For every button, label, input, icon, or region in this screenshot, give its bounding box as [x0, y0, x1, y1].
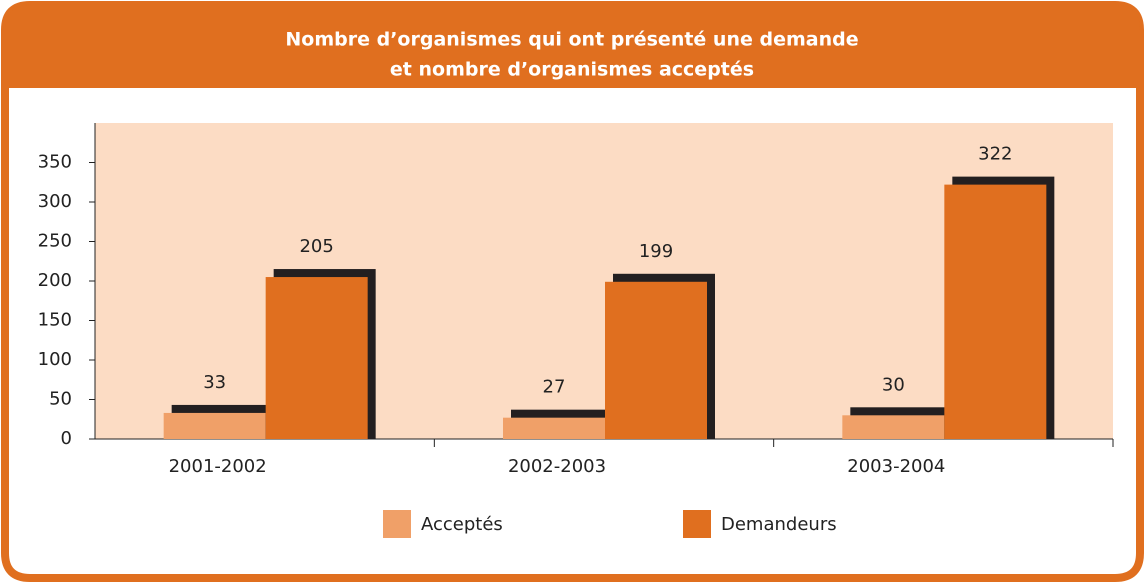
x-tick-label: 2002-2003 [508, 456, 606, 477]
y-tick-label: 150 [38, 310, 72, 331]
y-tick-label: 300 [38, 191, 72, 212]
bar [503, 417, 605, 439]
y-tick-label: 250 [38, 231, 72, 252]
legend-swatch [383, 510, 411, 538]
bar [842, 415, 945, 439]
header [5, 5, 1140, 88]
chart-title: Nombre d’organismes qui ont présenté une… [285, 29, 858, 51]
x-tick-label: 2003-2004 [847, 456, 945, 477]
bar [163, 412, 266, 439]
data-label: 205 [299, 236, 333, 257]
legend-label: Acceptés [421, 514, 503, 535]
chart-title: et nombre d’organismes acceptés [390, 59, 754, 81]
bar [265, 277, 368, 439]
legend-swatch [683, 510, 711, 538]
data-label: 30 [882, 374, 905, 395]
y-tick-label: 350 [38, 152, 72, 173]
y-tick-label: 200 [38, 270, 72, 291]
plot-area [95, 123, 1113, 439]
data-label: 199 [639, 241, 673, 262]
data-label: 27 [543, 377, 566, 398]
data-label: 322 [978, 144, 1012, 165]
legend-label: Demandeurs [721, 514, 837, 535]
data-label: 33 [203, 372, 226, 393]
bar [944, 184, 1047, 439]
bar [605, 281, 707, 439]
y-tick-label: 50 [49, 389, 72, 410]
y-tick-label: 100 [38, 349, 72, 370]
y-tick-label: 0 [61, 428, 72, 449]
x-tick-label: 2001-2002 [169, 456, 267, 477]
